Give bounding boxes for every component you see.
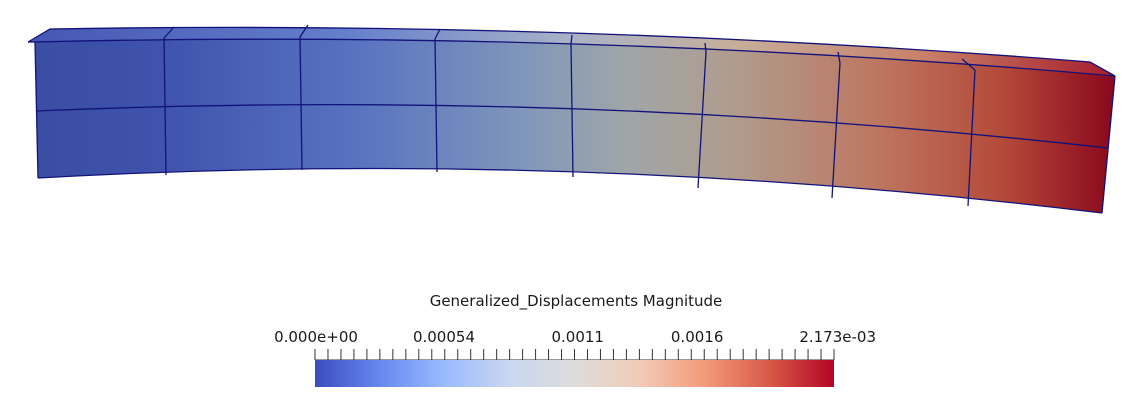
- scalar-bar: Generalized_Displacements Magnitude 0.00…: [274, 292, 876, 387]
- scalar-bar-label: 0.0016: [671, 328, 724, 346]
- scalar-bar-label: 0.0011: [551, 328, 604, 346]
- scalar-bar-label: 0.000e+00: [274, 328, 358, 346]
- scalar-bar-label: 0.00054: [413, 328, 475, 346]
- scalar-bar-title: Generalized_Displacements Magnitude: [430, 292, 723, 311]
- mesh-edges: [27, 24, 1116, 214]
- beam-mesh: [27, 24, 1116, 214]
- scalar-bar-labels: 0.000e+00 0.00054 0.0011 0.0016 2.173e-03: [274, 328, 876, 346]
- scalar-bar-label: 2.173e-03: [799, 328, 876, 346]
- beam-front-face: [35, 39, 1115, 213]
- scalar-bar-gradient: [315, 360, 834, 387]
